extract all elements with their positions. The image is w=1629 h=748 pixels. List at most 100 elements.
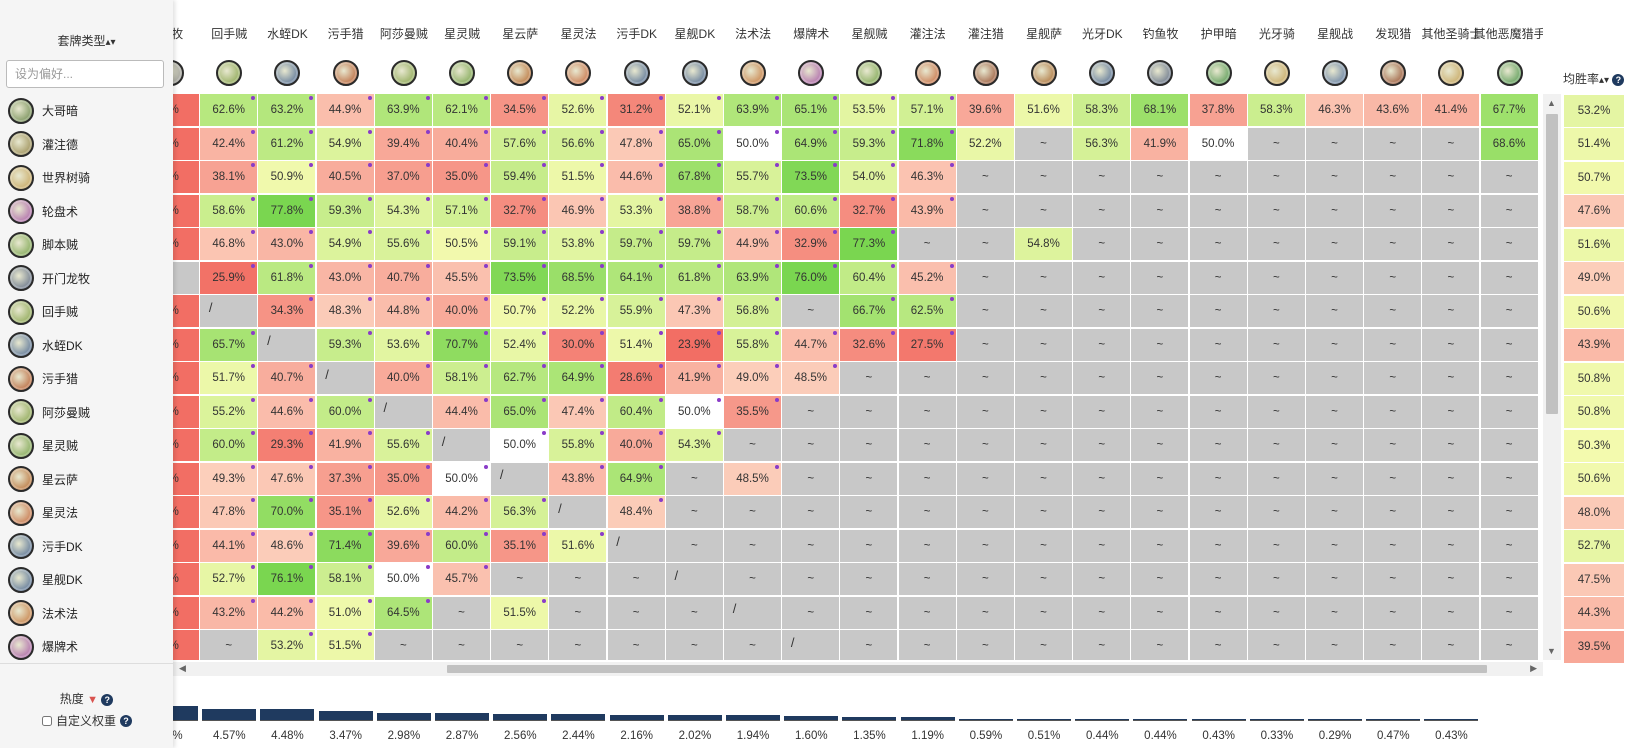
row-label[interactable]: 星灵法 bbox=[0, 496, 173, 530]
matchup-cell[interactable]: ~ bbox=[1364, 261, 1422, 294]
matchup-cell[interactable]: 56.6% bbox=[549, 127, 607, 160]
matchup-cell[interactable]: 61.8% bbox=[665, 261, 723, 294]
matchup-cell[interactable]: ~ bbox=[1131, 395, 1189, 428]
matchup-cell[interactable]: ~ bbox=[1422, 563, 1480, 595]
matchup-cell[interactable]: 39.4% bbox=[374, 127, 432, 160]
column-header[interactable]: 阿莎曼贼 bbox=[375, 0, 433, 92]
matchup-cell[interactable]: 45.7% bbox=[433, 563, 490, 595]
matchup-cell[interactable]: 51.7% bbox=[200, 362, 258, 394]
matchup-cell[interactable]: ~ bbox=[1189, 261, 1247, 294]
row-label[interactable]: 爆牌术 bbox=[0, 630, 173, 664]
matchup-cell[interactable]: 48.6% bbox=[258, 529, 316, 562]
matchup-cell[interactable]: / bbox=[200, 295, 258, 327]
matchup-cell[interactable]: 50.0% bbox=[433, 462, 490, 495]
column-header[interactable]: 污手猎 bbox=[317, 0, 375, 92]
matchup-cell[interactable]: ~ bbox=[1422, 127, 1480, 160]
matchup-cell[interactable]: 57.6% bbox=[491, 127, 549, 160]
matchup-cell[interactable]: 64.9% bbox=[549, 362, 607, 394]
matchup-cell[interactable]: ~ bbox=[1364, 161, 1422, 193]
matchup-cell[interactable]: ~ bbox=[956, 429, 1014, 461]
matchup-cell[interactable]: ~ bbox=[549, 630, 607, 660]
matchup-cell[interactable]: 51.4% bbox=[607, 328, 665, 361]
matchup-cell[interactable]: 52.6% bbox=[374, 496, 432, 528]
matchup-cell[interactable]: 68.5% bbox=[549, 261, 607, 294]
matchup-cell[interactable]: 44.1% bbox=[200, 529, 258, 562]
matchup-cell[interactable]: 52.6% bbox=[549, 94, 607, 126]
matchup-cell[interactable]: 52.7% bbox=[200, 563, 258, 595]
matchup-cell[interactable]: 35.1% bbox=[316, 496, 374, 528]
matchup-cell[interactable]: ~ bbox=[898, 362, 956, 394]
matchup-cell[interactable]: 51.0% bbox=[316, 596, 374, 629]
matchup-cell[interactable]: 73.5% bbox=[491, 261, 549, 294]
matchup-cell[interactable]: ~ bbox=[1131, 228, 1189, 260]
matchup-cell[interactable]: ~ bbox=[1480, 596, 1538, 629]
matchup-cell[interactable]: 34.3% bbox=[258, 295, 316, 327]
matchup-cell[interactable]: 50.0% bbox=[724, 127, 781, 160]
matchup-cell[interactable]: ~ bbox=[1480, 362, 1538, 394]
matchup-cell[interactable]: 66.7% bbox=[840, 295, 898, 327]
deck-filter-input[interactable] bbox=[6, 60, 164, 88]
matchup-cell[interactable]: 44.8% bbox=[374, 295, 432, 327]
row-label[interactable]: 回手贼 bbox=[0, 295, 173, 329]
matchup-cell[interactable]: ~ bbox=[1422, 228, 1480, 260]
matchup-cell[interactable]: 51.5% bbox=[549, 161, 607, 193]
column-header[interactable]: 星舰DK bbox=[666, 0, 724, 92]
matchup-cell[interactable]: 43.2% bbox=[200, 596, 258, 629]
matchup-cell[interactable]: ~ bbox=[1422, 161, 1480, 193]
matchup-cell[interactable]: 55.9% bbox=[607, 295, 665, 327]
matchup-cell[interactable]: 35.0% bbox=[433, 161, 490, 193]
matchup-cell[interactable]: / bbox=[316, 362, 374, 394]
matchup-cell[interactable]: ~ bbox=[1306, 228, 1363, 260]
matchup-cell[interactable]: ~ bbox=[374, 630, 432, 660]
avg-winrate-cell[interactable]: 51.6% bbox=[1564, 228, 1624, 262]
matchup-cell[interactable]: ~ bbox=[1364, 194, 1422, 227]
matchup-cell[interactable]: ~ bbox=[1073, 429, 1131, 461]
column-header[interactable]: 星舰贼 bbox=[840, 0, 898, 92]
matchup-cell[interactable]: 50.9% bbox=[258, 161, 316, 193]
matchup-cell[interactable]: 52.1% bbox=[665, 94, 723, 126]
matchup-cell[interactable]: ~ bbox=[1131, 596, 1189, 629]
matchup-cell[interactable]: 50.7% bbox=[491, 295, 549, 327]
matchup-cell[interactable]: 37.3% bbox=[316, 462, 374, 495]
column-header[interactable]: 星舰萨 bbox=[1015, 0, 1073, 92]
matchup-cell[interactable]: 47.6% bbox=[258, 462, 316, 495]
matchup-cell[interactable]: ~ bbox=[1422, 295, 1480, 327]
matchup-cell[interactable]: 44.2% bbox=[433, 496, 490, 528]
matchup-cell[interactable]: 38.1% bbox=[200, 161, 258, 193]
custom-weight-checkbox[interactable] bbox=[42, 715, 52, 726]
matchup-cell[interactable]: 3% bbox=[173, 462, 199, 495]
matchup-cell[interactable]: 71.4% bbox=[316, 529, 374, 562]
matchup-cell[interactable]: 70.7% bbox=[433, 328, 490, 361]
matchup-cell[interactable]: ~ bbox=[1480, 161, 1538, 193]
matchup-cell[interactable]: 59.3% bbox=[840, 127, 898, 160]
avg-winrate-cell[interactable]: 44.3% bbox=[1564, 597, 1624, 631]
matchup-cell[interactable]: 30.0% bbox=[549, 328, 607, 361]
matchup-cell[interactable]: ~ bbox=[1306, 563, 1363, 595]
matchup-cell[interactable]: 39.6% bbox=[956, 94, 1014, 126]
matchup-cell[interactable]: ~ bbox=[1073, 496, 1131, 528]
avg-winrate-cell[interactable]: 50.3% bbox=[1564, 429, 1624, 463]
avg-winrate-help-icon[interactable]: ? bbox=[1612, 73, 1625, 86]
matchup-cell[interactable]: ~ bbox=[200, 630, 258, 660]
matchup-cell[interactable]: ~ bbox=[1364, 596, 1422, 629]
column-header[interactable]: 星舰战 bbox=[1306, 0, 1364, 92]
matchup-cell[interactable]: ~ bbox=[1364, 529, 1422, 562]
matchup-cell[interactable]: ~ bbox=[1015, 462, 1072, 495]
matchup-cell[interactable]: ~ bbox=[1480, 630, 1538, 660]
matchup-cell[interactable]: 55.8% bbox=[724, 328, 781, 361]
matchup-cell[interactable]: ~ bbox=[1247, 596, 1305, 629]
matchup-cell[interactable]: ~ bbox=[898, 429, 956, 461]
matchup-cell[interactable]: 55.8% bbox=[549, 429, 607, 461]
matchup-cell[interactable]: 44.6% bbox=[607, 161, 665, 193]
matchup-cell[interactable]: 51.6% bbox=[549, 529, 607, 562]
matchup-cell[interactable]: 52.2% bbox=[956, 127, 1014, 160]
vertical-scroll-thumb[interactable] bbox=[1546, 114, 1558, 414]
matchup-cell[interactable]: 46.3% bbox=[898, 161, 956, 193]
matchup-cell[interactable]: ~ bbox=[1073, 563, 1131, 595]
matchup-cell[interactable]: 62.1% bbox=[433, 94, 490, 126]
row-label[interactable]: 阿莎曼贼 bbox=[0, 396, 173, 430]
matchup-cell[interactable]: 54.3% bbox=[665, 429, 723, 461]
matchup-cell[interactable]: 60.4% bbox=[607, 395, 665, 428]
matchup-cell[interactable]: 51.6% bbox=[1015, 94, 1072, 126]
matchup-cell[interactable]: 44.9% bbox=[316, 94, 374, 126]
